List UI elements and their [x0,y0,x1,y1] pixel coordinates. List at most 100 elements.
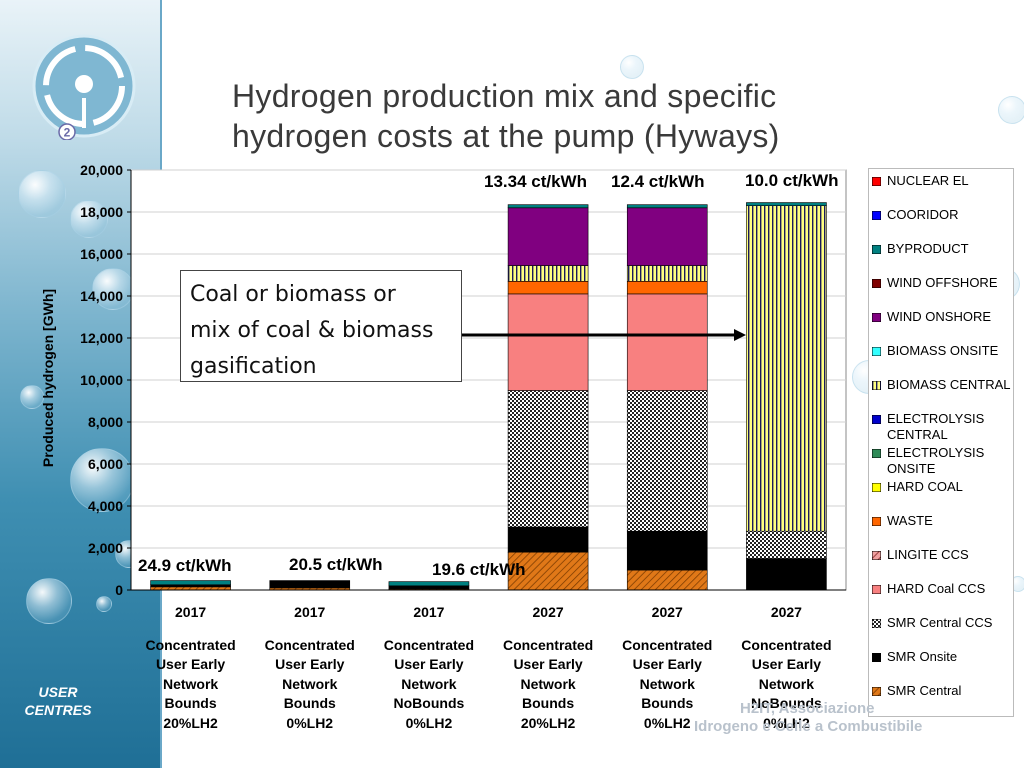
bubble [26,578,72,624]
y-tick-label: 20,000 [80,162,123,178]
x-scenario-line: Network [282,675,338,692]
legend-label: BIOMASS CENTRAL [887,377,1011,392]
watermark-line-1: H2IT, Associazione [740,700,875,717]
legend-swatch [872,483,881,492]
bar-segment [150,584,231,588]
bubble [70,200,108,238]
legend-swatch-fill [872,449,881,458]
legend-swatch-fill [872,585,881,594]
bar-segment [746,205,827,532]
x-scenario-line: Bounds [164,695,217,711]
legend-label: SMR Central [887,683,962,698]
y-tick-label: 18,000 [80,204,123,220]
bar-segment [626,569,708,591]
legend-swatch [872,551,881,560]
legend-label: WIND ONSHORE [887,309,991,324]
x-scenario-line: Network [758,675,815,692]
legend-swatch-fill [872,551,881,560]
bubble [70,448,134,512]
x-category-label: 2027 Concentrated User Early Network NoBound… [731,603,841,733]
legend-swatch [872,177,881,186]
x-scenario-line: 20%LH2 [520,714,576,731]
legend-label: HARD COAL [887,479,963,494]
legend-swatch [872,313,881,322]
chart-legend: NUCLEAR EL COORIDOR BYPRODUCT WIND OFFSHORE… [868,168,1014,717]
h2-logo: 2 [32,34,136,140]
legend-swatch-fill [872,211,881,220]
legend-swatch-fill [872,245,881,254]
legend-swatch-fill [872,177,881,186]
x-category-label: 2017 Concentrated User Early Network NoBound… [374,603,484,733]
bar-segment [626,204,708,209]
x-year-label: 2017 [175,604,207,620]
legend-swatch-fill [872,517,881,526]
cost-label: 13.34 ct/kWh [484,172,587,191]
legend-swatch-fill [872,687,881,696]
legend-swatch [872,279,881,288]
x-scenario-line: User Early [275,656,345,672]
bubble [998,96,1024,124]
bar-segment [507,265,589,282]
x-year-label: 2027 [770,604,802,620]
bubble [96,596,112,612]
bar-segment [626,280,708,295]
bar-segment [746,558,827,591]
legend-swatch [872,347,881,356]
legend-label: WIND OFFSHORE [887,275,998,290]
legend-swatch-fill [872,381,881,390]
x-scenario-line: User Early [394,656,464,672]
x-scenario-line: User Early [632,656,702,672]
bar-segment [507,551,589,591]
axes [130,170,846,591]
callout-line-2: mix of coal & biomass [190,318,434,343]
legend-label: ELECTROLYSIS CENTRAL [887,411,985,442]
bubble [620,55,644,79]
y-tick-label: 4,000 [88,498,123,514]
bar-segment [746,202,827,207]
bubble [18,170,66,218]
y-tick-labels: 0 2,000 4,000 6,000 8,000 10,000 12,000 14,000 1… [80,162,123,598]
legend-swatch-fill [872,653,881,662]
y-tick-label: 10,000 [80,372,123,388]
legend-swatch-fill [872,415,881,424]
x-scenario-line: User Early [751,656,822,672]
x-year-label: 2017 [294,604,326,620]
logo-badge: 2 [64,126,71,140]
bar-segment [507,526,589,553]
sidebar-label: USER CENTRES [24,684,92,718]
legend-label: BIOMASS ONSITE [887,343,999,358]
x-scenario-line: Bounds [283,695,336,711]
cost-label: 12.4 ct/kWh [611,172,705,191]
x-category-label: 2017 Concentrated User Early Network Bounds 0… [255,603,365,733]
y-tick-label: 6,000 [88,456,123,472]
x-scenario-line: Network [401,675,457,692]
legend-swatch-fill [872,483,881,492]
x-year-label: 2027 [651,604,683,620]
x-scenario-line: Concentrated [145,636,236,653]
legend-label: WASTE [887,513,933,528]
callout-box: Coal or biomass or mix of coal & biomass… [180,270,462,382]
x-category-label: 2017 Concentrated User Early Network Bounds 2… [136,603,246,733]
x-scenario-line: 0%LH2 [643,714,691,731]
legend-swatch [872,211,881,220]
callout-arrow [462,329,746,341]
legend-label: HARD Coal CCS [887,581,986,596]
bar-segment [507,204,589,209]
bubble [20,385,44,409]
bar-segment [626,530,708,571]
y-tick-label: 8,000 [88,414,123,430]
bar-segment [269,580,351,589]
legend-swatch-fill [872,619,881,628]
legend-swatch [872,245,881,254]
x-category-label: 2027 Concentrated User Early Network Bounds 2… [493,603,603,733]
bar-segment [746,530,827,559]
bar-segment [626,293,708,391]
bar-segment [507,280,589,295]
legend-label: BYPRODUCT [887,241,969,256]
bubble [92,268,134,310]
bar-segment [388,581,470,587]
cost-label: 10.0 ct/kWh [745,171,839,190]
x-scenario-line: Network [162,675,219,692]
legend-swatch [872,653,881,662]
title-line-1: Hydrogen production mix and specific [232,78,777,114]
